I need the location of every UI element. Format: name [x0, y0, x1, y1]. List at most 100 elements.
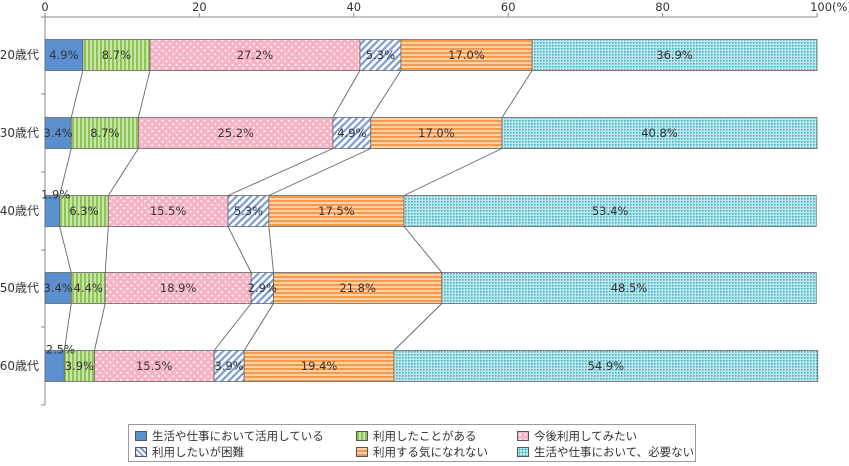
bar-segment [501, 117, 818, 149]
bar-segment [44, 117, 72, 149]
data-label: 4.9% [337, 126, 366, 140]
connector-line [243, 303, 274, 351]
connector-line [227, 226, 252, 273]
data-label: 4.9% [49, 48, 78, 62]
connector-line [403, 148, 503, 196]
data-label: 3.4% [44, 281, 73, 295]
category-label: 20歳代 [0, 48, 39, 62]
legend-swatch [356, 431, 368, 441]
data-label: 17.5% [318, 204, 355, 218]
category-label: 30歳代 [0, 126, 39, 140]
data-label: 27.2% [237, 48, 274, 62]
data-label: 8.7% [102, 48, 131, 62]
legend-label: 生活や仕事において活用している [152, 429, 324, 443]
data-label: 36.9% [656, 48, 693, 62]
data-label: 15.5% [136, 359, 173, 373]
data-label: 6.3% [69, 204, 98, 218]
data-label: 54.9% [588, 359, 625, 373]
data-label: 40.8% [641, 126, 678, 140]
legend-label: 今後利用してみたい [534, 429, 638, 443]
connector-line [227, 148, 334, 196]
bar-segment [441, 272, 817, 304]
data-label: 25.2% [217, 126, 254, 140]
x-tick-label: 100(%) [810, 0, 849, 14]
legend-swatch [517, 447, 529, 457]
bar-segment [70, 272, 106, 304]
bar-segment [243, 350, 395, 382]
bar-segment [393, 350, 819, 382]
bar-segment [149, 39, 361, 71]
connector-line [59, 226, 72, 273]
connector-line [393, 303, 443, 351]
connector-line [70, 70, 84, 118]
legend: 生活や仕事において活用している 利用したことがある 今後利用してみたい利用したいが困… [128, 424, 696, 462]
bar-segment [531, 39, 818, 71]
bar-segment [227, 195, 270, 227]
connector-line [63, 303, 72, 351]
data-label: 2.9% [248, 281, 277, 295]
connector-line [107, 148, 139, 196]
legend-swatch [135, 447, 147, 457]
legend-label: 利用したことがある [373, 429, 477, 443]
data-label: 17.0% [418, 126, 455, 140]
legend-item: 利用したいが困難 [135, 444, 244, 460]
bar-segment [107, 195, 229, 227]
legend-swatch [356, 447, 368, 457]
bar-segment [403, 195, 817, 227]
bar-segment [44, 39, 84, 71]
legend-item: 利用する気になれない [356, 444, 488, 460]
legend-item: 生活や仕事において活用している [135, 428, 324, 444]
data-label: 3.4% [44, 126, 73, 140]
legend-swatch [517, 431, 529, 441]
connector-line [370, 70, 402, 118]
legend-label: 利用したいが困難 [152, 445, 244, 459]
data-label: 3.9% [215, 359, 244, 373]
data-label: 3.9% [65, 359, 94, 373]
connector-line [501, 70, 533, 118]
bar-segment [370, 117, 503, 149]
bar-segment [138, 117, 334, 149]
connector-line [268, 226, 274, 273]
bar-segment [63, 350, 95, 382]
bar-segment [359, 39, 402, 71]
legend-item: 生活や仕事において、必要ない [517, 444, 694, 460]
data-label: 48.5% [611, 281, 648, 295]
connector-line [268, 148, 371, 196]
axes: 0 20 40 60 80 100(%) 20歳代 30歳代 40歳代 50歳代 60歳代 [0, 0, 849, 406]
category-label: 60歳代 [0, 359, 39, 373]
x-tick-label: 0 [41, 0, 48, 14]
bar-segments [44, 39, 819, 382]
data-labels: 4.9% 8.7% 27.2% 5.3% 17.0% 36.9% 3.4% 8.7% 25.2%… [41, 48, 693, 373]
bar-segment [70, 117, 139, 149]
data-label: 53.4% [592, 204, 629, 218]
legend-item: 利用したことがある [356, 428, 477, 444]
bar-segment [104, 272, 252, 304]
x-tick-label: 60 [501, 0, 516, 14]
connector-lines [59, 70, 533, 351]
data-label: 21.8% [339, 281, 376, 295]
category-label: 40歳代 [0, 204, 39, 218]
connector-line [104, 226, 109, 273]
data-label: 4.4% [74, 281, 103, 295]
connector-line [403, 226, 443, 273]
x-tick-label: 40 [346, 0, 361, 14]
x-tick-label: 80 [655, 0, 670, 14]
bar-segment [44, 272, 72, 304]
bar-segment [400, 39, 533, 71]
x-tick-label: 20 [192, 0, 207, 14]
data-label: 2.5% [46, 343, 75, 357]
legend-label: 利用する気になれない [373, 445, 488, 459]
bar-segment [213, 350, 245, 382]
data-label: 5.3% [366, 48, 395, 62]
data-label: 15.5% [150, 204, 187, 218]
data-label: 5.3% [234, 204, 263, 218]
connector-line [137, 70, 151, 118]
legend-item: 今後利用してみたい [517, 428, 637, 444]
data-label: 17.0% [448, 48, 485, 62]
bar-segment [82, 39, 151, 71]
data-label: 18.9% [160, 281, 197, 295]
connector-line [59, 148, 72, 196]
data-label: 1.9% [41, 188, 70, 202]
stacked-bar-chart: 0 20 40 60 80 100(%) 20歳代 30歳代 40歳代 50歳代 60歳代 4.9%… [0, 0, 849, 406]
